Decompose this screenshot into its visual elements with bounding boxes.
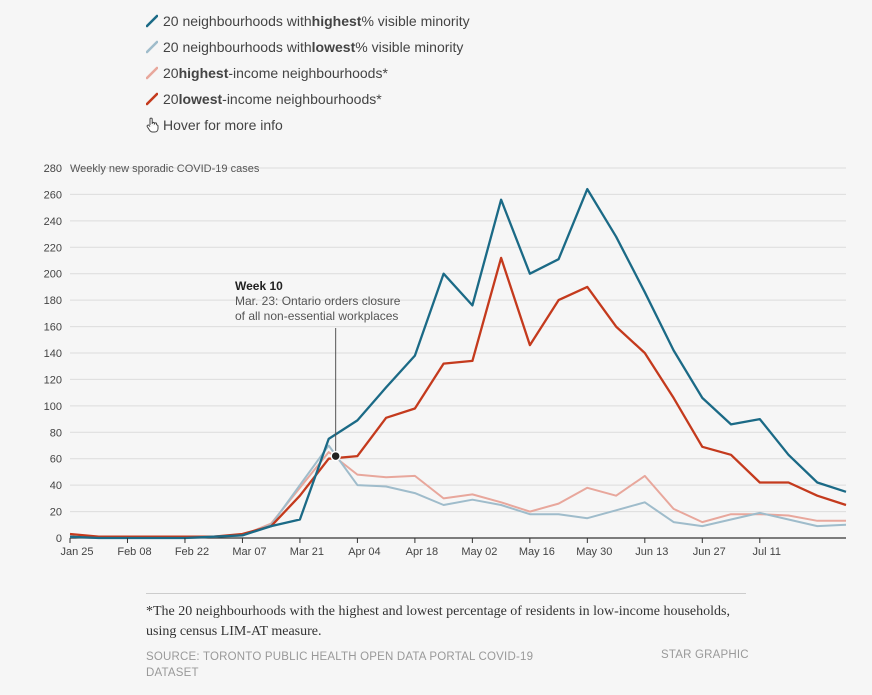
- y-tick-label: 200: [44, 269, 62, 281]
- x-axis: Jan 25 Feb 08 Feb 22 Mar 07 Mar 21 Apr 04 Apr …: [60, 538, 781, 558]
- x-tick-label: Apr 04: [348, 546, 380, 558]
- series-line-1[interactable]: [69, 444, 847, 539]
- grid: 0 20 40 60 80 100 120 140 160 180 200 220 240 260 280: [44, 163, 846, 545]
- footnote: *The 20 neighbourhoods with the highest …: [146, 604, 730, 639]
- y-axis-label: Weekly new sporadic COVID-19 cases: [70, 163, 260, 175]
- legend-label-pre: 20: [163, 65, 179, 81]
- x-tick-label: Mar 21: [290, 546, 324, 558]
- legend-swatch: [146, 14, 158, 28]
- series-lines: [69, 187, 847, 540]
- y-tick-label: 80: [50, 427, 62, 439]
- legend-swatch: [146, 40, 158, 54]
- legend-swatch-line: [146, 92, 158, 106]
- source-credit: SOURCE: TORONTO PUBLIC HEALTH OPEN DATA …: [146, 651, 534, 679]
- annotation-text-line1: Mar. 23: Ontario orders closure: [235, 294, 401, 308]
- series-line-0[interactable]: [69, 187, 847, 540]
- y-tick-label: 40: [50, 480, 62, 492]
- x-tick-label: May 16: [519, 546, 555, 558]
- series-line-2[interactable]: [69, 451, 846, 539]
- legend-swatch-line: [146, 66, 158, 80]
- annotation-title: Week 10: [235, 279, 283, 293]
- legend-swatch-line: [146, 40, 158, 54]
- legend-label-post: -income neighbourhoods*: [222, 91, 382, 107]
- x-tick-label: Mar 07: [232, 546, 266, 558]
- legend: 20 neighbourhoods with highest % visible…: [146, 8, 470, 112]
- legend-label-bold: lowest: [178, 91, 223, 107]
- x-tick-label: May 02: [461, 546, 497, 558]
- y-tick-label: 100: [44, 401, 62, 413]
- legend-label-post: -income neighbourhoods*: [228, 65, 388, 81]
- y-tick-label: 60: [50, 454, 62, 466]
- legend-label-post: % visible minority: [361, 13, 470, 29]
- y-tick-label: 0: [56, 533, 62, 545]
- y-tick-label: 280: [44, 163, 62, 175]
- legend-swatch: [146, 92, 158, 106]
- y-tick-label: 120: [44, 374, 62, 386]
- x-tick-label: May 30: [576, 546, 612, 558]
- y-tick-label: 160: [44, 322, 62, 334]
- annotation: Week 10 Mar. 23: Ontario orders closure …: [235, 279, 401, 462]
- legend-label-bold: highest: [311, 13, 362, 29]
- y-tick-label: 240: [44, 216, 62, 228]
- legend-swatch-line: [146, 14, 158, 28]
- legend-label-bold: lowest: [311, 39, 356, 55]
- legend-swatch: [146, 66, 158, 80]
- y-tick-label: 20: [50, 507, 62, 519]
- x-tick-label: Jul 11: [753, 546, 782, 558]
- legend-item-highest-income[interactable]: 20 highest -income neighbourhoods*: [146, 60, 470, 86]
- legend-item-highest-visible-minority[interactable]: 20 neighbourhoods with highest % visible…: [146, 8, 470, 34]
- hover-hint-text: Hover for more info: [163, 117, 283, 133]
- hover-hint: Hover for more info: [146, 117, 283, 133]
- y-tick-label: 260: [44, 189, 62, 201]
- annotation-text-line2: of all non-essential workplaces: [235, 309, 398, 323]
- footnote-divider: [146, 593, 746, 594]
- annotation-marker[interactable]: [330, 450, 341, 462]
- legend-label-pre: 20: [163, 91, 179, 107]
- legend-item-lowest-visible-minority[interactable]: 20 neighbourhoods with lowest % visible …: [146, 34, 470, 60]
- line-chart[interactable]: 020406080100120140160180200220240260280 …: [0, 150, 872, 570]
- legend-item-lowest-income[interactable]: 20 lowest -income neighbourhoods*: [146, 86, 470, 112]
- legend-label-pre: 20 neighbourhoods with: [163, 13, 312, 29]
- x-tick-label: Feb 08: [117, 546, 151, 558]
- x-tick-label: Feb 22: [175, 546, 209, 558]
- y-tick-label: 140: [44, 348, 62, 360]
- legend-label-pre: 20 neighbourhoods with: [163, 39, 312, 55]
- y-tick-label: 180: [44, 295, 62, 307]
- pointer-hand-icon: [146, 117, 159, 133]
- x-tick-label: Jun 13: [635, 546, 668, 558]
- x-tick-label: Jun 27: [693, 546, 726, 558]
- x-tick-label: Apr 18: [406, 546, 438, 558]
- legend-label-post: % visible minority: [355, 39, 464, 55]
- graphic-credit: STAR GRAPHIC: [661, 649, 749, 661]
- y-tick-label: 220: [44, 242, 62, 254]
- legend-label-bold: highest: [178, 65, 229, 81]
- x-tick-label: Jan 25: [60, 546, 93, 558]
